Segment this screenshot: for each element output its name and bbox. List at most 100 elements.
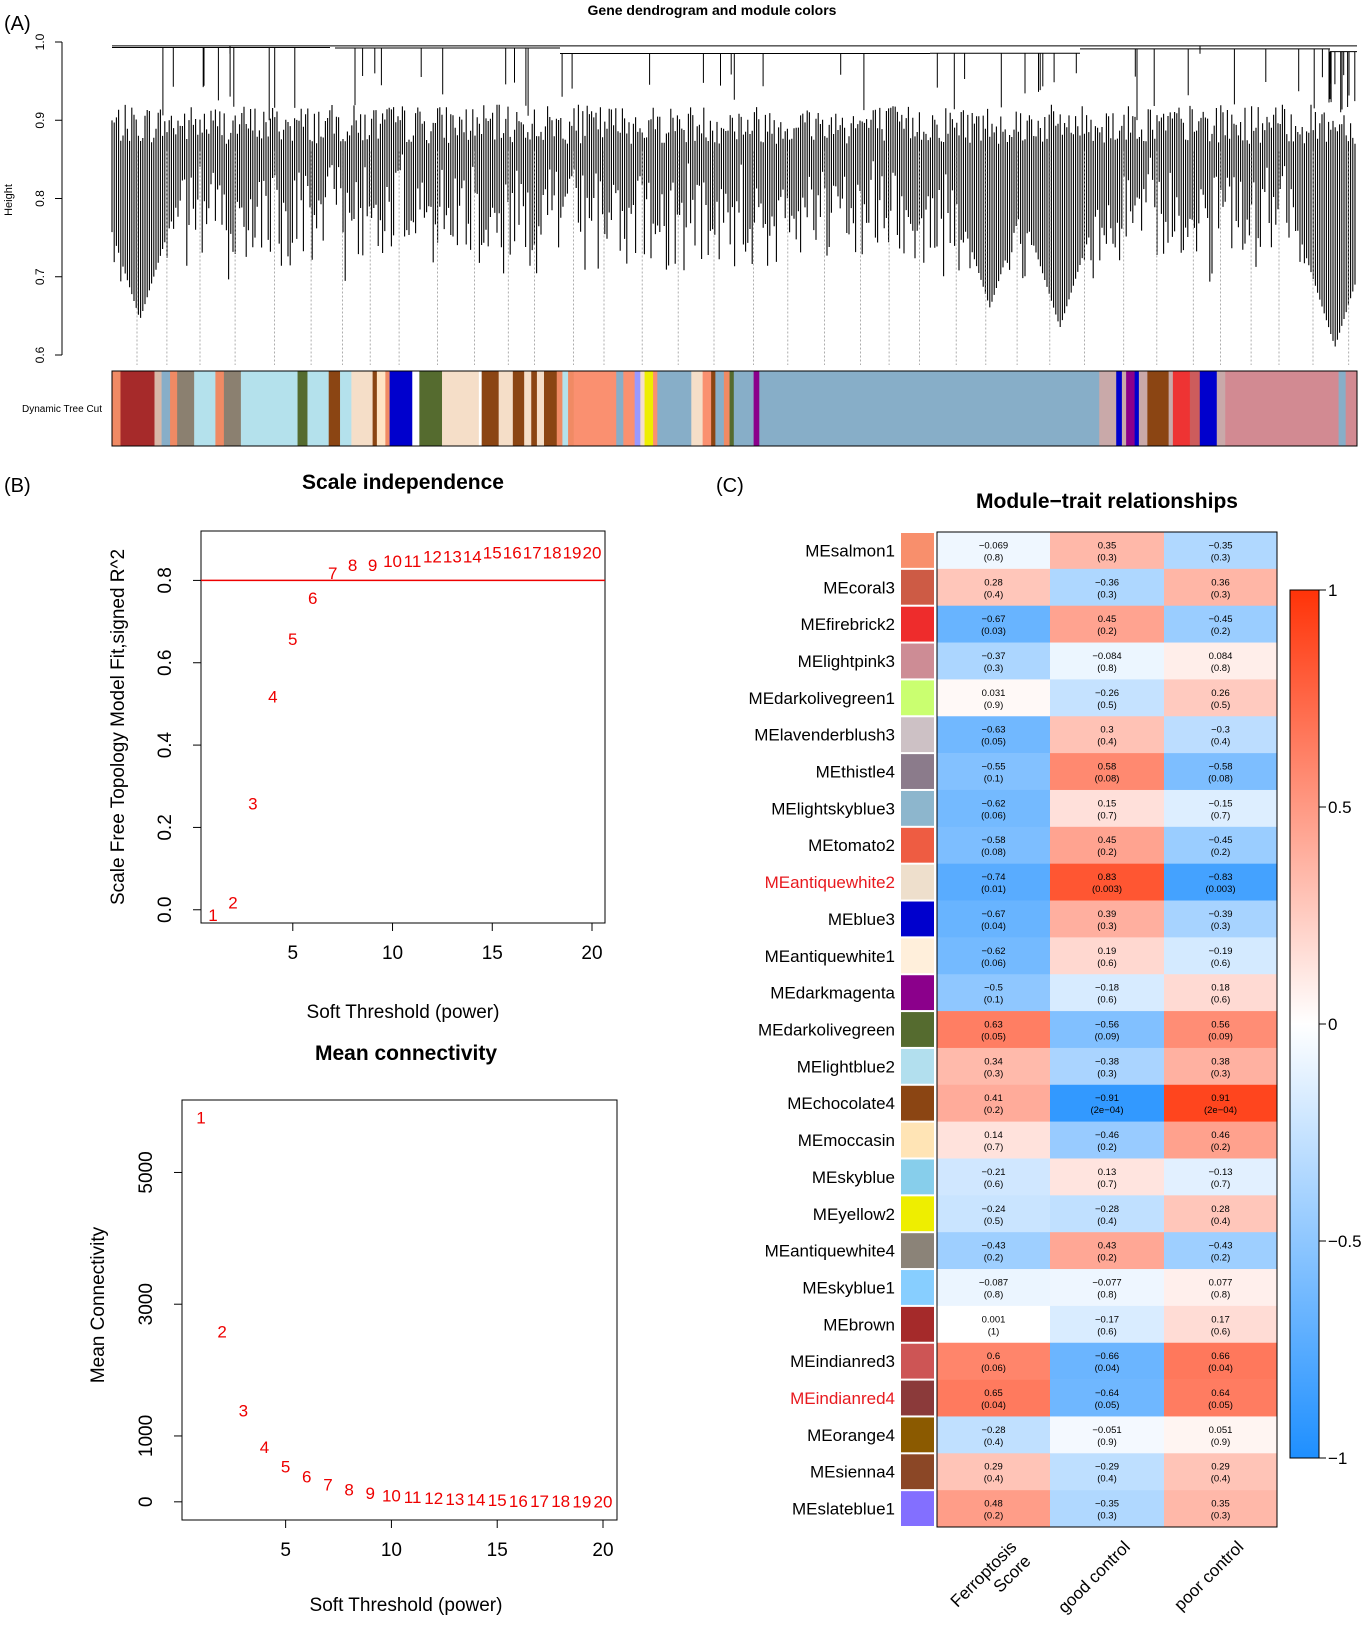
heatmap-cell: [1164, 532, 1278, 570]
p-value: (1): [988, 1326, 1000, 1337]
p-value: (0.7): [984, 1142, 1004, 1153]
correlation-value: −0.18: [1095, 983, 1119, 994]
heatmap-cell: [937, 568, 1051, 607]
module-name: MEfirebrick2: [801, 615, 895, 634]
power-point-label: 20: [594, 1493, 613, 1512]
correlation-value: −0.58: [981, 835, 1005, 846]
heatmap-cell: [937, 1084, 1051, 1122]
module-name: MEchocolate4: [787, 1094, 895, 1113]
colorbar-segment: [1138, 371, 1148, 446]
correlation-value: 0.18: [1211, 983, 1230, 994]
p-value: (0.06): [981, 810, 1006, 821]
dendrogram-y-tick-label: 0.6: [33, 346, 47, 363]
heatmap-cell: [1050, 826, 1165, 864]
correlation-value: −0.62: [981, 946, 1005, 957]
power-point-label: 13: [445, 1490, 464, 1509]
correlation-value: −0.62: [981, 798, 1005, 809]
p-value: (0.8): [1211, 663, 1231, 674]
p-value: (0.9): [1097, 1437, 1117, 1448]
heatmap-row: MEslateblue1 0.48(0.2)−0.35(0.3)0.35(0.3): [792, 1490, 1278, 1528]
p-value: (0.03): [981, 626, 1006, 637]
module-name: MEblue3: [828, 910, 895, 929]
colorbar-segment: [389, 371, 413, 446]
heatmap-cell: [1164, 642, 1278, 680]
heatmap-cell: [1164, 1084, 1278, 1122]
module-name: MEsienna4: [810, 1463, 895, 1482]
correlation-value: 0.48: [984, 1499, 1003, 1510]
correlation-value: −0.43: [981, 1241, 1005, 1252]
x-tick-label: 10: [381, 1540, 402, 1561]
correlation-value: 0.3: [1100, 725, 1113, 736]
colorbar-segment: [536, 371, 545, 446]
heatmap-row: MEsalmon1 −0.069(0.8)0.35(0.3)−0.35(0.3): [805, 532, 1278, 570]
p-value: (0.6): [1097, 958, 1117, 969]
heatmap-cell: [1164, 974, 1278, 1012]
correlation-value: 0.29: [984, 1462, 1003, 1473]
module-color-swatch: [901, 1233, 934, 1269]
p-value: (0.05): [1208, 1400, 1233, 1411]
power-point-label: 18: [551, 1492, 570, 1511]
p-value: (0.5): [1211, 700, 1231, 711]
module-name: MEantiquewhite4: [765, 1242, 895, 1261]
colorbar-segment: [1199, 371, 1218, 446]
heatmap-cell: [937, 605, 1051, 643]
correlation-value: −0.28: [1095, 1204, 1119, 1215]
correlation-value: −0.45: [1208, 835, 1232, 846]
power-point-label: 16: [503, 544, 522, 563]
heatmap-cell: [1050, 679, 1165, 717]
heatmap-cell: [1050, 863, 1165, 901]
module-color-swatch: [901, 1085, 934, 1121]
heatmap-row: MEindianred4 0.65(0.04)−0.64(0.05)0.64(0.…: [790, 1379, 1278, 1417]
colorbar-segment: [1225, 371, 1339, 446]
correlation-value: −0.38: [1095, 1056, 1119, 1067]
p-value: (0.3): [984, 1068, 1004, 1079]
dendrogram-title: Gene dendrogram and module colors: [588, 2, 837, 18]
color-scale-tick-label: 0: [1328, 1015, 1337, 1034]
correlation-value: 0.36: [1211, 577, 1230, 588]
color-scale-tick-label: −0.5: [1328, 1232, 1362, 1251]
p-value: (0.08): [1095, 774, 1120, 785]
colorbar-segment: [1338, 371, 1347, 446]
module-name: MEdarkmagenta: [770, 984, 895, 1003]
module-name: MEsalmon1: [805, 541, 895, 560]
power-point-label: 19: [572, 1493, 591, 1512]
y-tick-label: 0.4: [155, 731, 176, 758]
heatmap-cell: [1050, 716, 1165, 754]
correlation-value: 0.83: [1098, 872, 1117, 883]
x-tick-label: 5: [288, 943, 299, 964]
p-value: (0.2): [1097, 1253, 1117, 1264]
x-tick-label: 10: [382, 943, 403, 964]
p-value: (0.2): [984, 1253, 1004, 1264]
mean-connectivity-x-label: Soft Threshold (power): [310, 1595, 503, 1616]
p-value: (0.5): [1097, 700, 1117, 711]
heatmap-cell: [1164, 1269, 1278, 1307]
module-name: MEindianred4: [790, 1389, 895, 1408]
colorbar-segment: [524, 371, 532, 446]
heatmap-row: MEbrown 0.001(1)−0.17(0.6)0.17(0.6): [823, 1305, 1278, 1344]
power-point-label: 12: [424, 1489, 443, 1508]
p-value: (0.4): [1097, 1474, 1117, 1485]
heatmap-row: MEskyblue −0.21(0.6)0.13(0.7)−0.13(0.7): [812, 1158, 1278, 1196]
heatmap-cell: [1050, 1195, 1165, 1233]
power-point-label: 17: [523, 544, 542, 563]
module-color-swatch: [901, 1196, 934, 1232]
correlation-value: −0.21: [981, 1167, 1005, 1178]
colorbar-segment: [1126, 371, 1136, 446]
heatmap-cell: [1050, 1379, 1165, 1417]
p-value: (0.003): [1092, 884, 1122, 895]
module-color-swatch: [901, 606, 934, 642]
power-point-label: 6: [302, 1467, 311, 1486]
correlation-value: −0.58: [1208, 762, 1232, 773]
module-name: MEorange4: [807, 1426, 895, 1445]
power-point-label: 20: [583, 544, 602, 563]
colorbar-segment: [170, 371, 178, 446]
correlation-value: 0.051: [1209, 1425, 1233, 1436]
p-value: (0.6): [1097, 995, 1117, 1006]
x-tick-label: 20: [592, 1540, 613, 1561]
module-name: MEcoral3: [823, 578, 895, 597]
heatmap-cell: [1164, 1047, 1278, 1086]
colorbar-segment: [644, 371, 654, 446]
